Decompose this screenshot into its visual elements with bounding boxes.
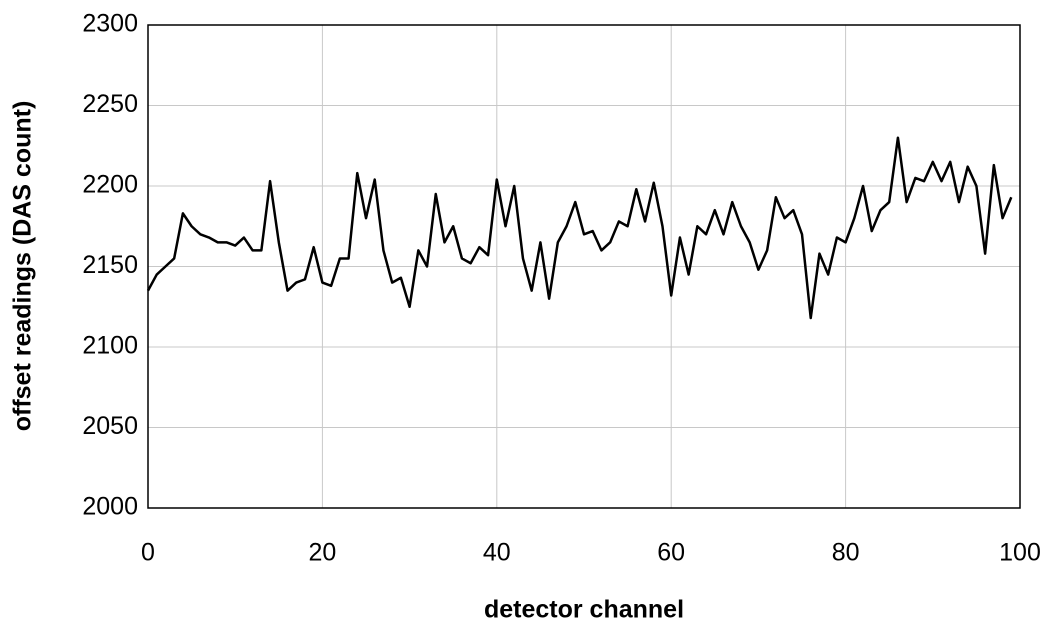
y-tick-label: 2250 — [82, 90, 138, 118]
y-axis-title: offset readings (DAS count) — [9, 101, 37, 432]
x-tick-label: 60 — [657, 539, 685, 567]
y-tick-label: 2050 — [82, 412, 138, 440]
data-line — [146, 136, 1013, 320]
x-axis-title: detector channel — [484, 596, 684, 624]
y-tick-label: 2200 — [82, 171, 138, 199]
y-tick-label: 2300 — [82, 10, 138, 38]
x-tick-label: 0 — [141, 539, 155, 567]
x-tick-label: 40 — [483, 539, 511, 567]
x-tick-label: 80 — [832, 539, 860, 567]
y-tick-label: 2150 — [82, 251, 138, 279]
x-tick-label: 20 — [308, 539, 336, 567]
y-tick-label: 2000 — [82, 493, 138, 521]
plot-border — [147, 24, 1021, 509]
y-tick-label: 2100 — [82, 332, 138, 360]
x-tick-label: 100 — [999, 539, 1041, 567]
